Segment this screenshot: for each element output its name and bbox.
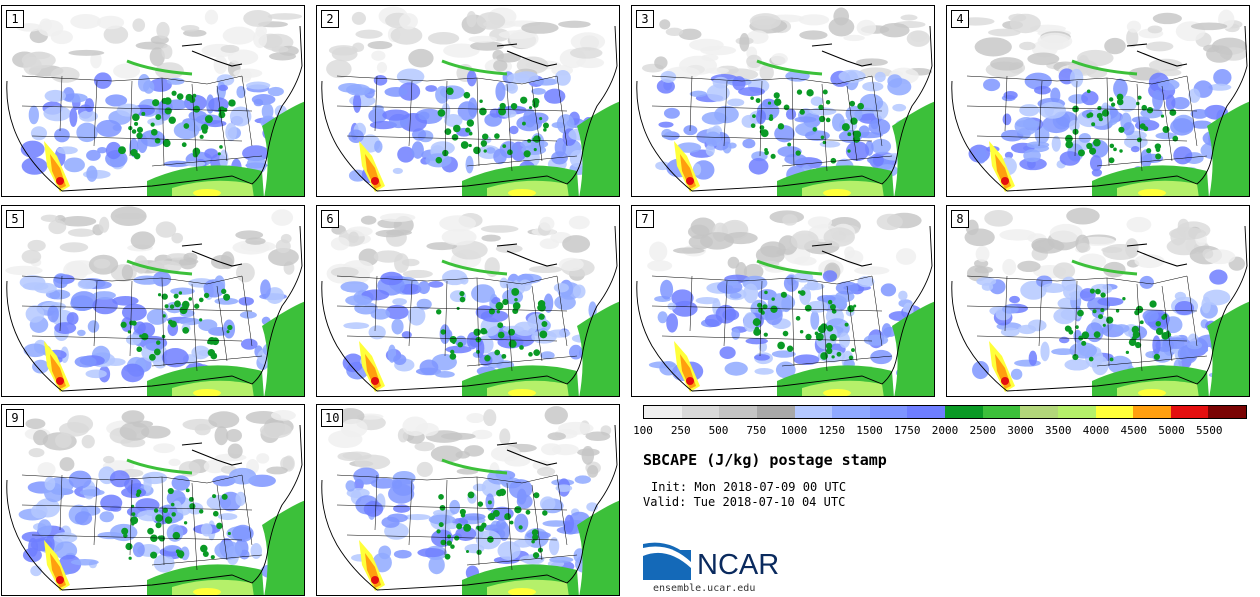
ensemble-url[interactable]: ensemble.ucar.edu (653, 583, 756, 594)
member-number-label: 8 (951, 210, 969, 228)
colorbar-tick-label: 4500 (1120, 424, 1148, 437)
map-panel-10[interactable]: 10 (316, 404, 620, 596)
colorbar-tick-label: 750 (746, 424, 767, 437)
map-panel-2[interactable]: 2 (316, 5, 620, 197)
colorbar-swatch (1170, 406, 1209, 418)
valid-time: Valid: Tue 2018-07-10 04 UTC (643, 495, 846, 509)
init-time: Init: Mon 2018-07-09 00 UTC (651, 480, 847, 494)
sbcape-map (5, 206, 304, 396)
map-panel-3[interactable]: 3 (631, 5, 935, 197)
colorbar-tick-label: 1250 (818, 424, 846, 437)
colorbar-tick-label: 2500 (969, 424, 997, 437)
sbcape-map (951, 207, 1249, 396)
sbcape-map (951, 9, 1249, 196)
colorbar-swatch (982, 406, 1021, 418)
colorbar-swatch (945, 406, 983, 418)
colorbar-tick-label: 250 (670, 424, 691, 437)
colorbar-swatch (1020, 406, 1058, 418)
colorbar-swatch (1095, 406, 1134, 418)
colorbar-swatch (907, 406, 945, 418)
member-number-label: 9 (6, 409, 24, 427)
sbcape-map (321, 406, 619, 595)
ncar-logo-text: NCAR (697, 549, 780, 581)
member-number-label: 2 (321, 10, 339, 28)
colorbar-swatch (832, 406, 870, 418)
colorbar-tick-label: 1750 (894, 424, 921, 437)
colorbar-tick-label: 1500 (856, 424, 883, 437)
colorbar-tick-label: 100 (633, 424, 653, 437)
map-panel-8[interactable]: 8 (946, 205, 1250, 397)
sbcape-map (6, 9, 304, 196)
colorbar-tick-label: 5000 (1158, 424, 1185, 437)
colorbar-swatch (681, 406, 720, 418)
colorbar-swatch (1133, 406, 1171, 418)
member-number-label: 4 (951, 10, 969, 28)
colorbar-tick-label: 3500 (1045, 424, 1072, 437)
sbcape-map (321, 6, 619, 196)
sbcape-map (636, 210, 934, 396)
colorbar (643, 405, 1247, 419)
sbcape-map (636, 7, 934, 196)
member-number-label: 1 (6, 10, 24, 28)
member-number-label: 10 (321, 409, 344, 427)
colorbar-swatch (869, 406, 908, 418)
colorbar-swatch (794, 406, 833, 418)
member-number-label: 6 (321, 210, 339, 228)
colorbar-tick-label: 3000 (1007, 424, 1034, 437)
colorbar-tick-label: 500 (708, 424, 729, 437)
colorbar-swatch (1208, 406, 1246, 418)
colorbar-ticks: 100 250 500 750 1000 1250 1500 1750 2000 2500 3000… (633, 424, 1247, 438)
ncar-logo-icon (643, 542, 691, 580)
colorbar-swatch (644, 406, 682, 418)
map-panel-5[interactable]: 5 (1, 205, 305, 397)
colorbar-tick-label: 1000 (780, 424, 808, 437)
map-panel-9[interactable]: 9 (1, 404, 305, 596)
map-panel-1[interactable]: 1 (1, 5, 305, 197)
colorbar-tick-label: 2000 (931, 424, 959, 437)
colorbar-swatch (1057, 406, 1096, 418)
sbcape-map (6, 410, 304, 595)
member-number-label: 3 (636, 10, 654, 28)
member-number-label: 7 (636, 210, 654, 228)
map-panel-6[interactable]: 6 (316, 205, 620, 397)
sbcape-map (321, 213, 619, 396)
member-number-label: 5 (6, 210, 24, 228)
map-panel-7[interactable]: 7 (631, 205, 935, 397)
map-panel-4[interactable]: 4 (946, 5, 1250, 197)
map-title: SBCAPE (J/kg) postage stamp (643, 451, 887, 469)
colorbar-swatch (719, 406, 757, 418)
colorbar-tick-label: 5500 (1196, 424, 1223, 437)
colorbar-tick-label: 4000 (1082, 424, 1110, 437)
colorbar-swatch (756, 406, 795, 418)
